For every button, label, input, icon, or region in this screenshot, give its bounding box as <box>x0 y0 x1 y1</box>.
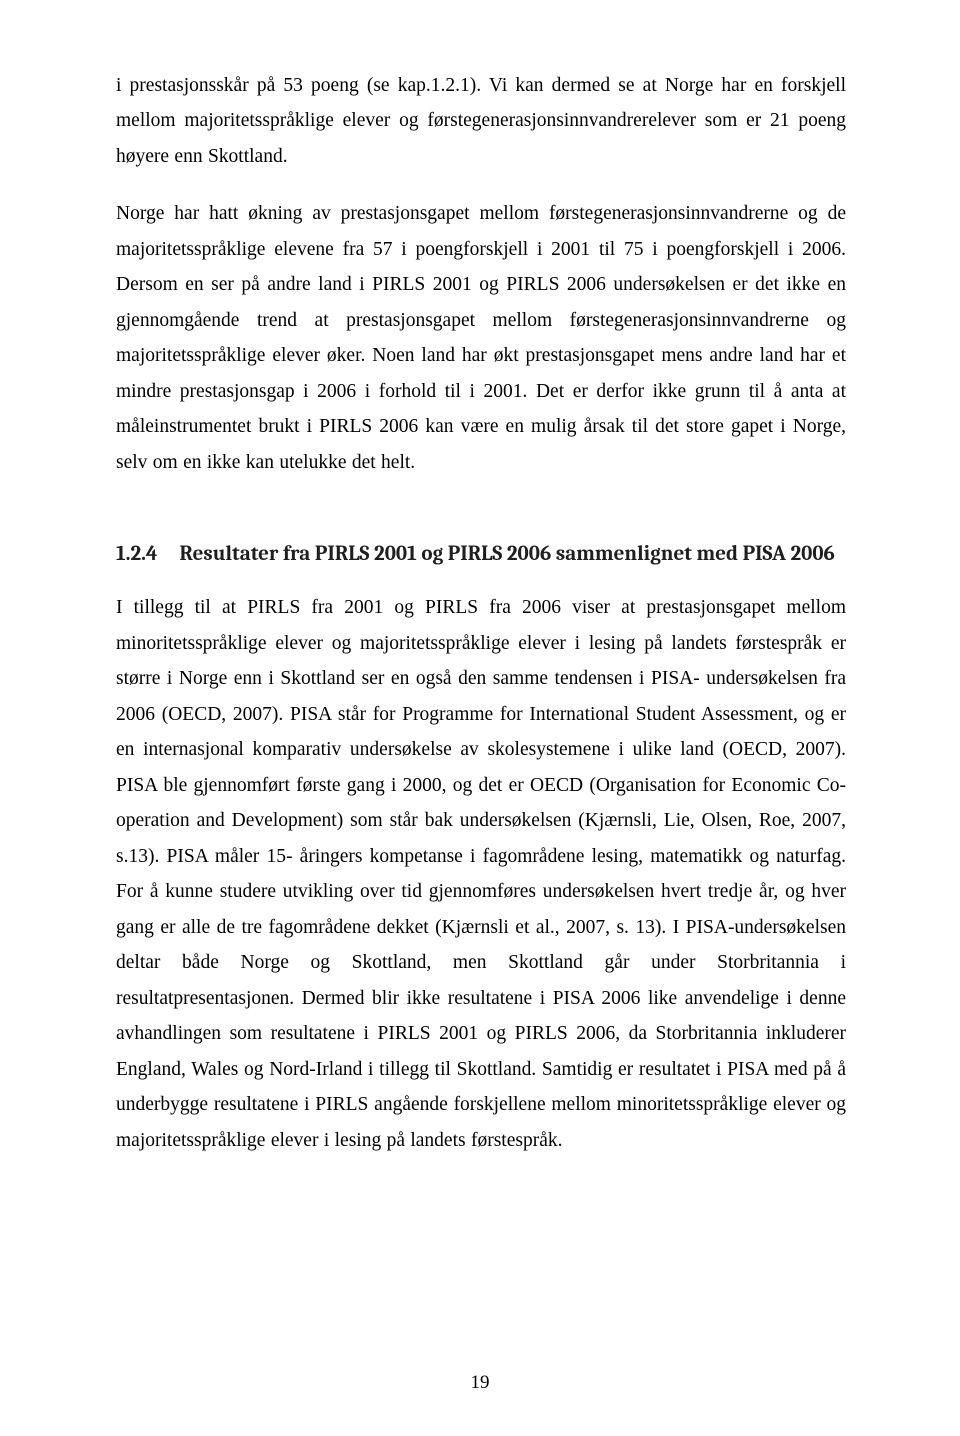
paragraph-2: Norge har hatt økning av prestasjonsgape… <box>116 196 846 480</box>
paragraph-3: I tillegg til at PIRLS fra 2001 og PIRLS… <box>116 590 846 1158</box>
heading-title: Resultater fra PIRLS 2001 og PIRLS 2006 … <box>180 542 835 566</box>
section-heading: 1.2.4 Resultater fra PIRLS 2001 og PIRLS … <box>116 542 846 566</box>
page: i prestasjonsskår på 53 poeng (se kap.1.… <box>0 0 960 1436</box>
paragraph-1: i prestasjonsskår på 53 poeng (se kap.1.… <box>116 68 846 174</box>
heading-number: 1.2.4 <box>116 542 158 566</box>
page-number: 19 <box>0 1372 960 1394</box>
